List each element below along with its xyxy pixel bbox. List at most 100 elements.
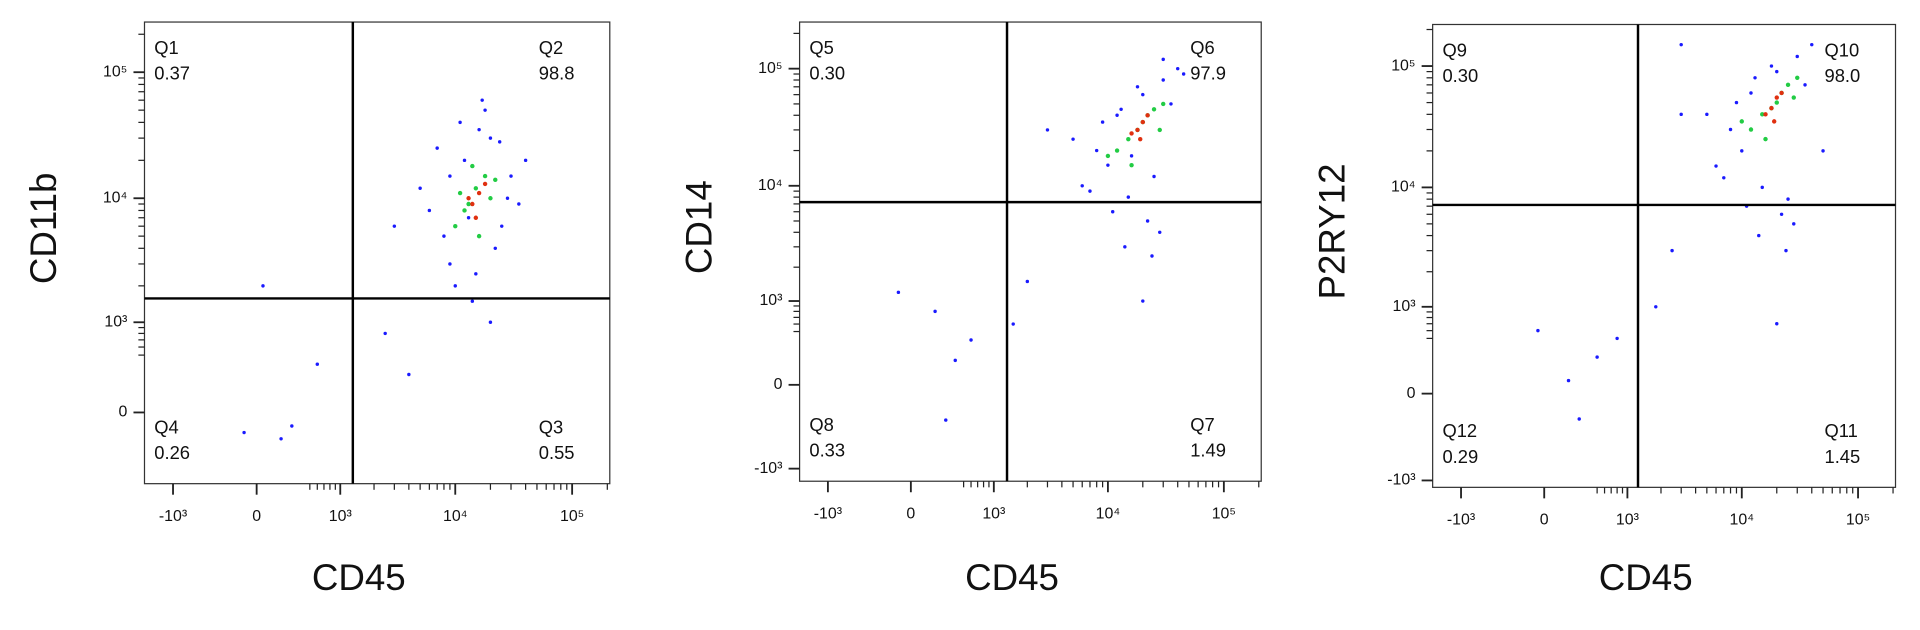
event-dot <box>1795 54 1799 59</box>
x-tick-label: 10⁴ <box>1096 505 1121 522</box>
event-dot <box>933 309 937 314</box>
event-dot <box>279 437 283 441</box>
event-dot <box>466 196 471 201</box>
event-dot <box>1748 127 1754 132</box>
event-dot <box>1821 149 1825 153</box>
quadrant-percent: 0.29 <box>1442 446 1478 467</box>
event-dot <box>1158 230 1162 235</box>
event-dot <box>1115 113 1119 117</box>
y-tick-label: 0 <box>118 404 127 421</box>
event-dot <box>523 158 528 163</box>
y-axis-title: CD14 <box>678 180 719 274</box>
event-dot <box>448 174 452 178</box>
y-tick-label: 10⁴ <box>1391 179 1416 196</box>
event-dot <box>1145 219 1150 223</box>
y-tick-label: 0 <box>774 376 783 393</box>
quadrant-percent: 0.37 <box>154 63 190 84</box>
event-dot <box>1749 91 1753 95</box>
event-dot <box>1795 75 1800 81</box>
event-dot <box>1106 163 1110 167</box>
event-dot <box>1775 322 1779 326</box>
event-dot <box>1763 112 1768 117</box>
y-tick-label: 10³ <box>104 313 127 330</box>
event-dot <box>477 127 481 132</box>
event-dot <box>1775 69 1779 74</box>
quadrant-percent: 0.30 <box>809 63 845 84</box>
x-tick-label: 10³ <box>982 505 1005 522</box>
y-tick-label: -10³ <box>1387 472 1415 489</box>
panel: -10³ 0 10³ 10⁴ 10⁵ -10³ 0 10³ 10⁴ 10⁵ Q9 0.30 Q10 98.… <box>1311 23 1897 598</box>
event-dot <box>1740 149 1744 153</box>
event-dot <box>466 201 471 207</box>
event-dot <box>493 246 497 251</box>
event-dot <box>1810 42 1814 47</box>
x-tick-label: -10³ <box>159 508 187 525</box>
event-dot <box>1728 127 1733 132</box>
event-dot <box>458 120 462 125</box>
y-tick-label: -10³ <box>754 460 782 477</box>
event-dot <box>1705 112 1709 117</box>
event-dot <box>969 338 973 342</box>
event-dot <box>509 174 513 178</box>
x-tick-label: 10⁴ <box>443 508 468 525</box>
event-dot <box>1779 212 1784 216</box>
event-dot <box>1784 248 1788 253</box>
event-dot <box>427 208 432 213</box>
event-dot <box>1141 92 1145 97</box>
event-dot <box>1771 119 1777 124</box>
panel: -10³ 0 10³ 10⁴ 10⁵ -10³ 0 10³ 10⁴ 10⁵ Q5 0.30 Q6 97.9… <box>678 21 1262 598</box>
event-dot <box>1734 100 1739 105</box>
event-dot <box>1114 148 1120 153</box>
quadrant-percent: 0.55 <box>539 442 575 463</box>
event-dot <box>1151 107 1157 112</box>
event-dot <box>1792 222 1796 226</box>
event-dot <box>261 284 265 288</box>
event-dot <box>1654 305 1658 309</box>
event-dot <box>505 196 510 200</box>
event-dot <box>1786 197 1790 201</box>
event-dot <box>1150 254 1154 258</box>
quadrant-name: Q12 <box>1442 420 1477 441</box>
event-dot <box>242 430 246 435</box>
y-axis-title: P2RY12 <box>1311 163 1352 299</box>
event-dot <box>493 177 498 183</box>
y-tick-label: 10⁵ <box>758 60 782 77</box>
event-dot <box>466 216 471 220</box>
event-dot <box>1566 378 1571 383</box>
event-dot <box>944 418 948 422</box>
event-dot <box>1577 417 1581 421</box>
event-dot <box>435 146 439 150</box>
event-dot <box>1803 83 1807 87</box>
event-dot <box>1161 101 1166 107</box>
event-dot <box>453 284 457 288</box>
event-dot <box>1595 355 1599 359</box>
quadrant-percent: 98.8 <box>539 63 575 84</box>
event-dot <box>1088 189 1092 193</box>
x-tick-label: 10⁵ <box>560 508 584 525</box>
quadrant-name: Q10 <box>1824 39 1859 60</box>
x-tick-label: 0 <box>906 505 915 522</box>
event-dot <box>1152 174 1156 179</box>
event-dot <box>383 331 387 336</box>
event-dot <box>1094 148 1099 153</box>
y-axis-title: CD11b <box>23 173 64 285</box>
quadrant-name: Q6 <box>1190 37 1215 58</box>
y-tick-label: 10³ <box>1393 298 1416 315</box>
event-dot <box>315 362 320 366</box>
event-dot <box>1753 76 1757 80</box>
event-dot <box>1757 233 1761 238</box>
quadrant-name: Q2 <box>539 37 564 58</box>
y-tick-label: 10⁴ <box>758 177 783 194</box>
x-tick-label: 0 <box>1540 512 1549 529</box>
x-axis-title: CD45 <box>312 557 406 598</box>
event-dot <box>488 136 493 140</box>
quadrant-percent: 97.9 <box>1190 63 1226 84</box>
event-dot <box>473 186 479 191</box>
event-dot <box>407 372 411 377</box>
event-dot <box>896 290 901 295</box>
event-dot <box>1141 299 1145 303</box>
event-dot <box>482 173 488 179</box>
event-dot <box>474 272 478 276</box>
event-dot <box>500 224 504 228</box>
quadrant-percent: 1.45 <box>1824 446 1860 467</box>
